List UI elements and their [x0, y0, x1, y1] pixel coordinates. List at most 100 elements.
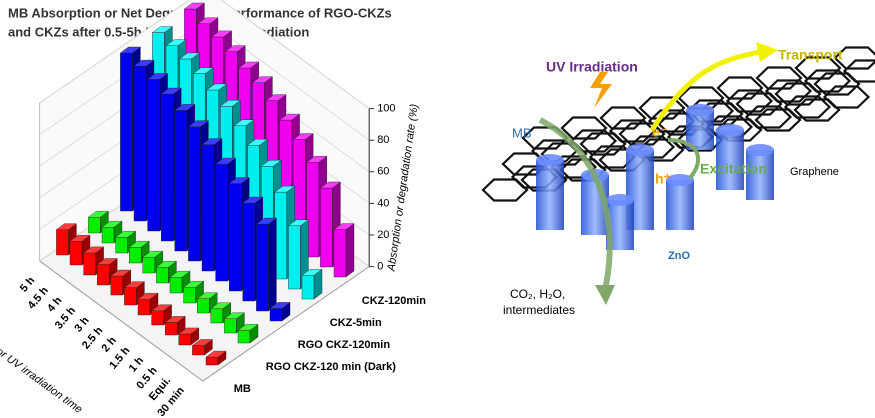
- z-tick-label: 80: [377, 134, 389, 146]
- bar-top: [133, 59, 155, 67]
- bar-front: [69, 241, 83, 266]
- bar-top: [101, 220, 123, 228]
- zno-rods: [536, 104, 774, 250]
- bar-front: [242, 202, 256, 302]
- bar-top: [223, 312, 245, 319]
- hole-label: h⁺: [655, 171, 671, 187]
- hexagon: [481, 178, 529, 202]
- zno-rod-top: [536, 154, 564, 166]
- z-tick-label: 100: [377, 103, 395, 115]
- z-tick-label: 40: [377, 197, 389, 209]
- bar-front: [88, 216, 101, 234]
- bar: [191, 339, 213, 356]
- zno-rod: [536, 160, 564, 230]
- bar-front: [137, 299, 151, 316]
- bar-front: [151, 310, 164, 326]
- series-label: RGO CKZ-120 min (Dark): [266, 361, 397, 373]
- bar-top: [228, 177, 250, 184]
- grid-line: [39, 0, 370, 110]
- bar-front: [201, 144, 215, 272]
- bar-top: [255, 217, 277, 225]
- zno-rod: [666, 180, 694, 230]
- bar-front: [142, 257, 156, 274]
- diagram: UV Irradiation Transport MB e⁻ h⁺ Excita…: [481, 42, 875, 317]
- bar: [223, 312, 245, 334]
- bar-top: [211, 30, 233, 38]
- bar-front: [333, 229, 347, 278]
- bar-top: [274, 185, 296, 193]
- bar-top: [196, 292, 218, 299]
- bar-top: [137, 293, 159, 300]
- bar-side: [345, 223, 355, 278]
- zno-label: ZnO: [668, 250, 690, 262]
- bar-front: [110, 275, 124, 296]
- bar-top: [114, 230, 137, 238]
- bar-top: [96, 258, 118, 265]
- bar: [205, 350, 227, 366]
- bar-top: [123, 281, 145, 288]
- bar-top: [242, 196, 264, 204]
- bar: [333, 223, 355, 278]
- bar-top: [201, 138, 223, 145]
- bar-front: [301, 275, 315, 300]
- bar-front: [101, 226, 115, 244]
- bar-top: [183, 281, 205, 288]
- bar-front: [174, 110, 188, 252]
- zno-rod-top: [666, 174, 694, 186]
- bar-top: [233, 119, 255, 126]
- bar-front: [192, 345, 205, 356]
- z-axis-label: Absorption or degradation rate (%): [385, 103, 421, 273]
- bar-top: [160, 87, 182, 95]
- uv-label: UV Irradiation: [546, 59, 638, 75]
- bar-front: [205, 356, 219, 366]
- bar-front: [115, 236, 128, 254]
- bar-front: [228, 183, 242, 292]
- bar-front: [147, 79, 160, 232]
- bar-top: [87, 210, 110, 218]
- bar-top: [165, 39, 187, 46]
- bar-front: [169, 277, 183, 294]
- bar-front: [183, 287, 196, 304]
- bar: [287, 219, 309, 290]
- hexagon: [599, 106, 647, 130]
- hexagon: [716, 76, 764, 100]
- bar: [237, 323, 259, 344]
- z-tick-label: 60: [377, 166, 389, 178]
- bar-front: [237, 330, 251, 344]
- bar-top: [238, 61, 260, 69]
- hexagon: [833, 46, 875, 70]
- series-label: CKZ-5min: [330, 317, 382, 329]
- bar: [269, 301, 291, 322]
- bar-top: [206, 83, 228, 91]
- bar-top: [178, 327, 200, 335]
- x-tick-label: 4 h: [45, 294, 65, 314]
- x-tick-label: 3 h: [72, 314, 92, 334]
- bar-top: [187, 120, 209, 127]
- bar-top: [179, 52, 201, 60]
- bar-top: [269, 302, 291, 309]
- zno-rod-top: [716, 124, 744, 136]
- bar-top: [155, 261, 177, 268]
- bar-top: [151, 304, 173, 311]
- bar-top: [128, 240, 150, 248]
- bar: [164, 315, 186, 336]
- bar-front: [160, 93, 174, 242]
- bar-top: [55, 223, 78, 230]
- arrow-head: [595, 285, 615, 305]
- bar-front: [128, 246, 142, 264]
- bar-top: [306, 155, 328, 163]
- bar-side: [268, 217, 277, 312]
- bar-top: [174, 104, 196, 111]
- series-label: CKZ-120min: [362, 295, 426, 307]
- bar: [178, 327, 200, 346]
- mb-label: MB: [512, 125, 532, 140]
- bar-top: [119, 46, 141, 54]
- zno-rod: [716, 130, 744, 190]
- bar-front: [124, 287, 137, 306]
- bar-top: [260, 160, 282, 167]
- excitation-arrow: [667, 138, 701, 180]
- zno-rod-top: [746, 144, 774, 156]
- bar-top: [301, 269, 323, 276]
- transport-label: Transport: [778, 47, 843, 63]
- bar-front: [269, 308, 283, 322]
